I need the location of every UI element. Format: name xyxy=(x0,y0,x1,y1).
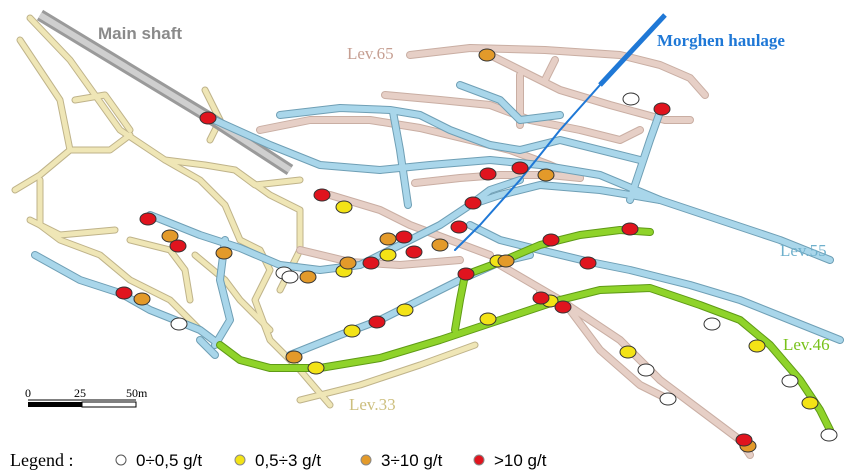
sample-point xyxy=(622,92,640,106)
scale-tick-25: 25 xyxy=(74,386,86,400)
sample-point xyxy=(637,363,655,377)
sample-point xyxy=(395,230,413,244)
legend: Legend : 0÷0,5 g/t 0,5÷3 g/t 3÷10 g/t >1… xyxy=(10,450,547,470)
lev46-label: Lev.46 xyxy=(783,335,830,354)
sample-point xyxy=(368,315,386,329)
morghen-haulage-line xyxy=(598,13,667,87)
sample-point xyxy=(313,188,331,202)
sample-point xyxy=(307,361,325,375)
sample-point xyxy=(619,345,637,359)
sample-point xyxy=(621,222,639,236)
sample-point xyxy=(653,102,671,116)
sample-point xyxy=(281,270,299,284)
sample-point xyxy=(362,256,380,270)
sample-point xyxy=(450,220,468,234)
sample-point xyxy=(170,317,188,331)
main-shaft-label: Main shaft xyxy=(98,24,182,43)
sample-point xyxy=(115,286,133,300)
sample-point xyxy=(478,48,496,62)
sample-point xyxy=(139,212,157,226)
sample-point xyxy=(405,245,423,259)
sample-point xyxy=(215,246,233,260)
sample-point xyxy=(464,196,482,210)
sample-point xyxy=(542,233,560,247)
morghen-haulage-label: Morghen haulage xyxy=(657,31,785,50)
sample-point xyxy=(735,433,753,447)
sample-point xyxy=(285,350,303,364)
legend-swatch-red xyxy=(473,454,485,466)
lev46-tunnels xyxy=(216,226,834,434)
lev65-label: Lev.65 xyxy=(347,44,394,63)
legend-swatch-white xyxy=(115,454,127,466)
sample-point xyxy=(537,168,555,182)
scale-bar: 0 25 50m xyxy=(25,386,148,408)
sample-point xyxy=(479,167,497,181)
legend-swatch-yellow xyxy=(234,454,246,466)
sample-point xyxy=(579,256,597,270)
legend-label-4: >10 g/t xyxy=(494,451,547,470)
sample-point xyxy=(457,267,475,281)
sample-point xyxy=(169,239,187,253)
sample-point xyxy=(497,254,515,268)
sample-point xyxy=(820,428,838,442)
sample-point xyxy=(379,248,397,262)
lev33-label: Lev.33 xyxy=(349,395,396,414)
sample-point xyxy=(133,292,151,306)
scale-tick-0: 0 xyxy=(25,386,31,400)
sample-point xyxy=(801,396,819,410)
legend-label-2: 0,5÷3 g/t xyxy=(255,451,321,470)
sample-point xyxy=(335,200,353,214)
legend-label-3: 3÷10 g/t xyxy=(381,451,443,470)
sample-point xyxy=(379,232,397,246)
sample-point xyxy=(396,303,414,317)
legend-label-1: 0÷0,5 g/t xyxy=(136,451,202,470)
lev55-label: Lev.55 xyxy=(780,241,827,260)
legend-swatch-orange xyxy=(360,454,372,466)
sample-point xyxy=(479,312,497,326)
sample-point xyxy=(199,111,217,125)
sample-point xyxy=(511,161,529,175)
sample-point xyxy=(339,256,357,270)
sample-point xyxy=(161,229,179,243)
sample-point xyxy=(431,238,449,252)
sample-point xyxy=(748,339,766,353)
sample-point xyxy=(781,374,799,388)
sample-points xyxy=(115,48,838,453)
legend-prefix: Legend : xyxy=(10,450,73,470)
sample-point xyxy=(554,300,572,314)
sample-point xyxy=(532,291,550,305)
sample-point xyxy=(299,270,317,284)
sample-point xyxy=(659,392,677,406)
sample-point xyxy=(703,317,721,331)
sample-point xyxy=(343,324,361,338)
scale-tick-50: 50m xyxy=(126,386,148,400)
